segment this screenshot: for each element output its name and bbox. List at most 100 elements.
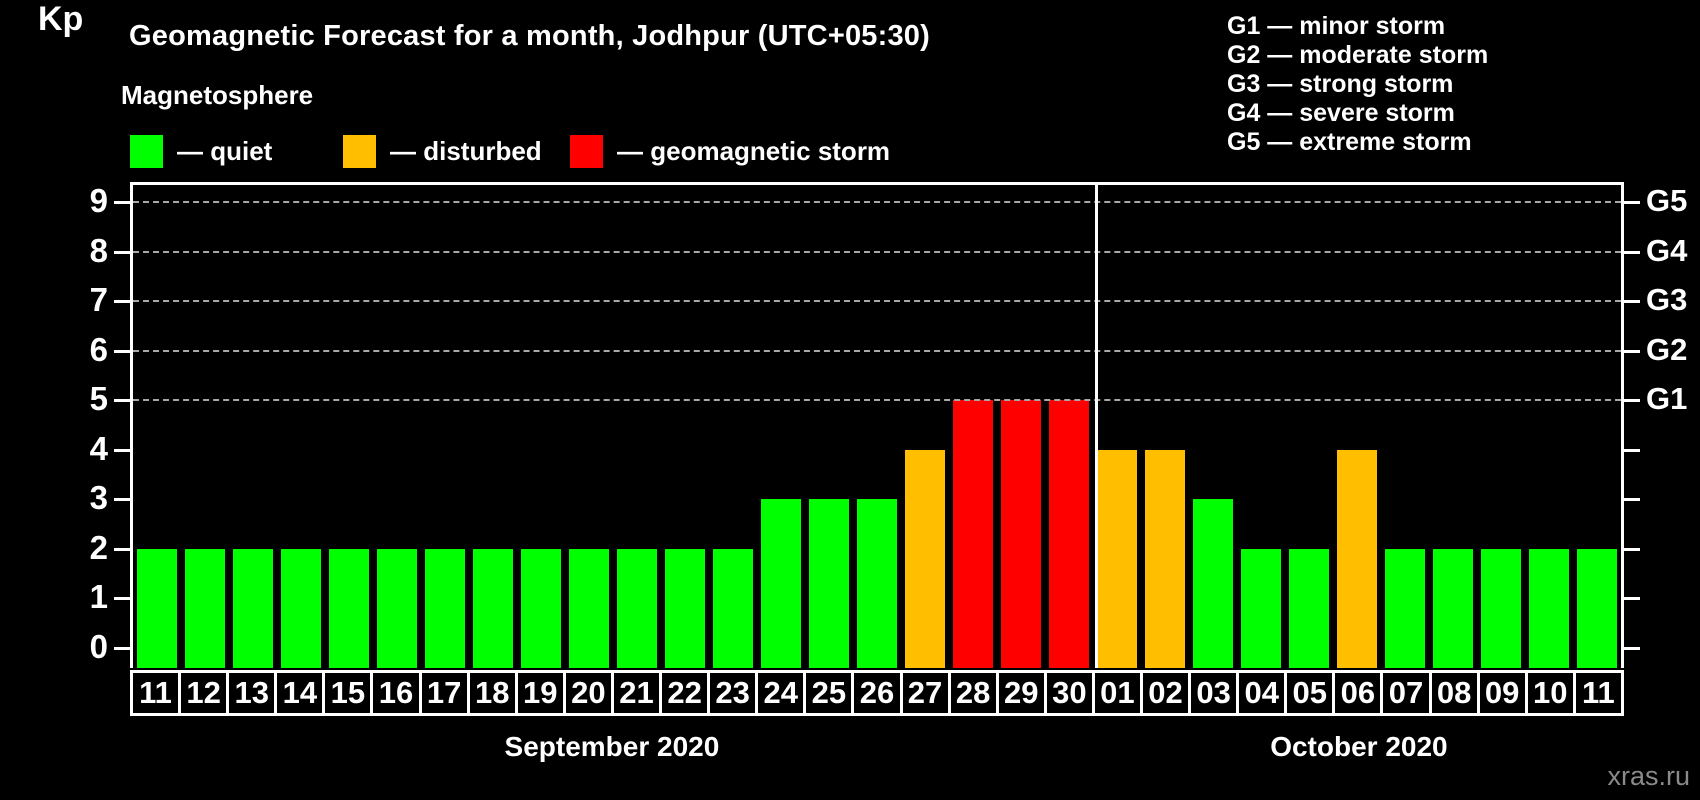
- kp-tick-left-5: [114, 399, 130, 403]
- g-scale-label-g1: G1: [1646, 381, 1688, 417]
- date-cell-22: 22: [659, 670, 711, 716]
- bar-slot-23: [709, 185, 757, 668]
- legend-label-disturbed: — disturbed: [390, 135, 542, 166]
- date-cell-25: 25: [803, 670, 855, 716]
- kp-tick-right-9: [1624, 201, 1640, 204]
- storm-swatch-icon: [570, 134, 603, 168]
- kp-bar-26: [857, 499, 897, 668]
- kp-tick-left-7: [114, 300, 130, 304]
- legend-label-storm: — geomagnetic storm: [617, 135, 891, 166]
- kp-bar-30: [1049, 400, 1089, 668]
- bar-slot-13: [229, 185, 277, 668]
- bar-slot-21: [613, 185, 661, 668]
- kp-axis-label: Kp: [38, 0, 84, 38]
- legend-item-storm: — geomagnetic storm: [570, 134, 890, 168]
- gridline-kp8: [133, 250, 1621, 253]
- date-cell-21: 21: [610, 670, 663, 716]
- kp-bar-18: [473, 548, 513, 668]
- date-cell-14: 14: [274, 670, 326, 716]
- kp-bar-19: [521, 548, 561, 668]
- date-cell-18: 18: [466, 670, 518, 716]
- g-legend-line-g2: G2 — moderate storm: [1227, 41, 1489, 69]
- kp-bar-07: [1385, 548, 1425, 668]
- bar-slot-30: [1045, 185, 1093, 668]
- kp-tick-label-9: 9: [89, 182, 108, 219]
- date-cell-04: 04: [1236, 670, 1288, 716]
- date-cell-26: 26: [851, 670, 903, 716]
- bar-slot-22: [661, 185, 709, 668]
- kp-tick-left-2: [114, 547, 130, 551]
- bar-slot-02: [1141, 185, 1189, 668]
- kp-tick-right-2: [1624, 547, 1640, 551]
- kp-tick-left-4: [114, 448, 130, 452]
- bar-slot-27: [901, 185, 949, 668]
- date-cell-11: 11: [1572, 670, 1624, 716]
- kp-tick-left-6: [114, 349, 130, 353]
- kp-tick-left-0: [114, 647, 130, 650]
- date-cell-29: 29: [995, 670, 1047, 716]
- kp-bar-14: [281, 548, 321, 668]
- kp-tick-right-0: [1624, 647, 1640, 650]
- kp-bar-01: [1097, 449, 1137, 668]
- kp-tick-label-3: 3: [89, 479, 108, 517]
- g-legend-line-g1: G1 — minor storm: [1227, 12, 1446, 40]
- bar-slot-07: [1381, 185, 1429, 668]
- date-cell-12: 12: [178, 670, 230, 716]
- kp-bar-05: [1289, 548, 1329, 668]
- date-cell-20: 20: [562, 670, 614, 716]
- bar-slot-20: [565, 185, 613, 668]
- bar-slot-26: [853, 185, 901, 668]
- date-cell-13: 13: [226, 670, 278, 716]
- date-cell-01: 01: [1091, 670, 1143, 716]
- kp-bar-20: [569, 548, 609, 668]
- bar-slot-04: [1237, 185, 1285, 668]
- date-cell-09: 09: [1476, 670, 1528, 716]
- g-scale-label-g5: G5: [1646, 183, 1688, 218]
- kp-tick-label-4: 4: [89, 429, 108, 467]
- kp-bar-02: [1145, 449, 1185, 668]
- kp-tick-label-0: 0: [89, 628, 108, 665]
- kp-tick-label-6: 6: [89, 330, 108, 368]
- bar-slot-10: [1525, 185, 1573, 668]
- month-label-october: October 2020: [1270, 731, 1448, 762]
- kp-bar-24: [761, 499, 801, 668]
- date-cell-19: 19: [514, 670, 566, 716]
- bar-slot-11: [1573, 185, 1621, 668]
- kp-tick-right-8: [1624, 250, 1640, 254]
- kp-tick-left-9: [114, 201, 130, 204]
- kp-bar-16: [377, 548, 417, 668]
- kp-tick-label-2: 2: [89, 528, 108, 566]
- bar-slot-24: [757, 185, 805, 668]
- kp-tick-label-1: 1: [89, 578, 108, 616]
- bar-slot-11: [133, 185, 181, 668]
- date-cell-23: 23: [707, 670, 759, 716]
- magnetosphere-subtitle: Magnetosphere: [121, 80, 314, 110]
- bar-slot-19: [517, 185, 565, 668]
- kp-bar-03: [1193, 499, 1233, 668]
- gridline-kp9: [133, 201, 1621, 203]
- bar-slot-17: [421, 185, 469, 668]
- date-cell-05: 05: [1284, 670, 1336, 716]
- bar-slot-08: [1429, 185, 1477, 668]
- kp-bar-09: [1481, 548, 1521, 668]
- kp-tick-label-5: 5: [89, 380, 108, 418]
- kp-tick-right-4: [1624, 448, 1640, 452]
- date-cell-06: 06: [1332, 670, 1384, 716]
- quiet-swatch-icon: [130, 134, 163, 168]
- bar-slot-18: [469, 185, 517, 668]
- bar-slot-03: [1189, 185, 1237, 668]
- kp-bar-13: [233, 548, 273, 668]
- date-cell-27: 27: [899, 670, 951, 716]
- kp-bar-21: [617, 548, 657, 668]
- legend-item-quiet: — quiet: [130, 134, 272, 168]
- date-cell-28: 28: [947, 670, 999, 716]
- kp-bar-28: [953, 400, 993, 668]
- kp-tick-right-7: [1624, 300, 1640, 304]
- bars-container: [133, 185, 1621, 668]
- month-label-september: September 2020: [504, 731, 720, 762]
- kp-tick-right-1: [1624, 597, 1640, 601]
- kp-tick-left-3: [114, 498, 130, 502]
- kp-bar-27: [905, 449, 945, 668]
- date-cell-17: 17: [418, 670, 470, 716]
